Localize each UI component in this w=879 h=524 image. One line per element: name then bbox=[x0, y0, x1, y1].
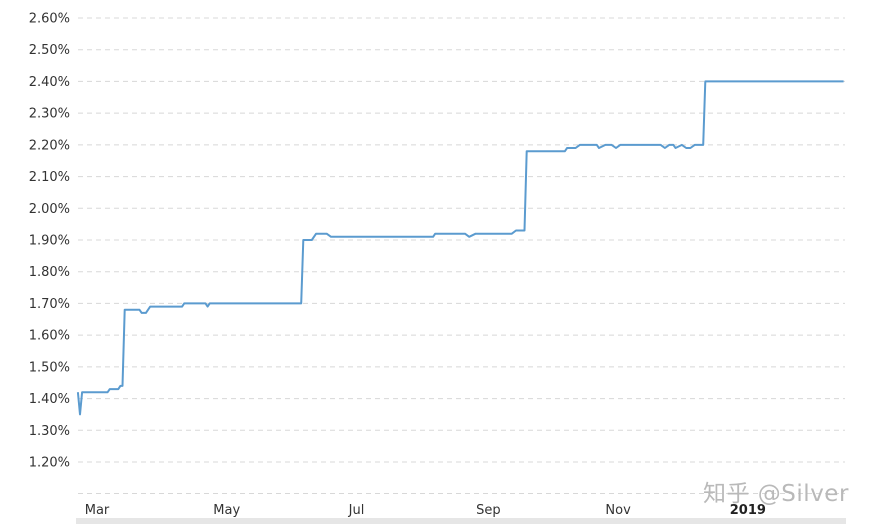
y-tick-label: 2.30% bbox=[29, 107, 70, 122]
x-tick-label: Mar bbox=[85, 503, 110, 518]
y-tick-label: 2.00% bbox=[29, 202, 70, 217]
y-tick-label: 2.10% bbox=[29, 170, 70, 185]
x-tick-label: May bbox=[213, 503, 240, 518]
y-tick-label: 1.50% bbox=[29, 360, 70, 375]
y-tick-label: 1.80% bbox=[29, 265, 70, 280]
watermark: 知乎 @Silver bbox=[703, 481, 849, 507]
series-line bbox=[76, 80, 844, 416]
y-tick-label: 1.70% bbox=[29, 297, 70, 312]
y-tick-label: 2.20% bbox=[29, 138, 70, 153]
y-tick-label: 1.60% bbox=[29, 329, 70, 344]
y-tick-label: 1.90% bbox=[29, 234, 70, 249]
gridlines bbox=[78, 17, 845, 494]
y-tick-label: 2.50% bbox=[29, 43, 70, 58]
x-tick-label: Nov bbox=[605, 503, 631, 518]
x-tick-label: Jul bbox=[348, 503, 365, 518]
y-tick-label: 1.30% bbox=[29, 424, 70, 439]
y-axis: 1.20% 1.30% 1.40% 1.50% 1.60% 1.70% 1.80% 1.90%… bbox=[29, 12, 70, 471]
navigator-bar[interactable] bbox=[76, 518, 846, 524]
x-tick-label: Sep bbox=[476, 503, 501, 518]
x-tick-label: 2019 bbox=[730, 503, 766, 518]
x-axis: Mar May Jul Sep Nov 2019 bbox=[76, 503, 846, 524]
y-tick-label: 1.40% bbox=[29, 392, 70, 407]
y-tick-label: 2.60% bbox=[29, 12, 70, 27]
y-tick-label: 2.40% bbox=[29, 75, 70, 90]
y-tick-label: 1.20% bbox=[29, 456, 70, 471]
series bbox=[76, 80, 844, 416]
